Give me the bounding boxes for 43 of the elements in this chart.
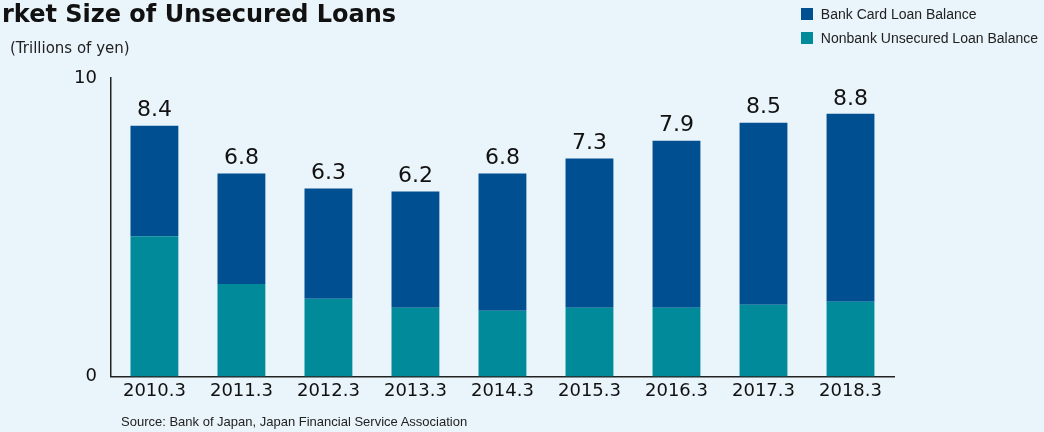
bar: [304, 298, 353, 377]
bar: [565, 158, 614, 308]
total-label: 7.9: [658, 111, 694, 137]
legend-label: Bank Card Loan Balance: [820, 6, 977, 22]
total-label: 8.4: [136, 96, 172, 122]
x-tick-label: 2012.3: [296, 378, 360, 400]
total-label: 7.3: [571, 129, 607, 155]
bar: [478, 310, 527, 377]
bar: [652, 140, 701, 308]
bar: [565, 307, 614, 377]
x-tick-label: 2010.3: [122, 378, 186, 400]
source-note: Source: Bank of Japan, Japan Financial Service Association: [121, 414, 468, 429]
x-tick-label: 2018.3: [819, 378, 882, 400]
bar: [652, 307, 701, 377]
x-tick-label: 2016.3: [644, 378, 708, 400]
y-axis-title: (Trillions of yen): [10, 39, 130, 57]
total-label: 6.8: [223, 144, 259, 170]
bar: [478, 173, 527, 311]
total-label: 6.2: [397, 162, 433, 188]
total-label: 6.3: [310, 159, 346, 185]
y-tick-label: 0: [85, 364, 97, 386]
bar: [217, 173, 266, 284]
bar: [739, 304, 788, 377]
total-label: 8.8: [832, 84, 868, 110]
bar: [739, 122, 788, 305]
y-tick-label: 10: [74, 65, 97, 87]
x-tick-label: 2017.3: [731, 378, 795, 400]
total-label: 6.8: [484, 144, 520, 170]
x-tick-label: 2013.3: [383, 378, 447, 400]
x-tick-label: 2014.3: [470, 378, 534, 400]
bar: [217, 283, 266, 377]
x-tick-label: 2011.3: [209, 378, 273, 400]
bar: [130, 125, 179, 237]
bar: [391, 307, 440, 377]
total-label: 8.5: [745, 93, 781, 119]
bar: [826, 301, 875, 377]
bar: [826, 113, 875, 302]
bar: [130, 236, 179, 377]
bar: [304, 188, 353, 299]
chart-title: rket Size of Unsecured Loans: [2, 0, 397, 28]
x-tick-label: 2015.3: [557, 378, 621, 400]
legend-label: Nonbank Unsecured Loan Balance: [820, 30, 1038, 46]
bar: [391, 191, 440, 308]
